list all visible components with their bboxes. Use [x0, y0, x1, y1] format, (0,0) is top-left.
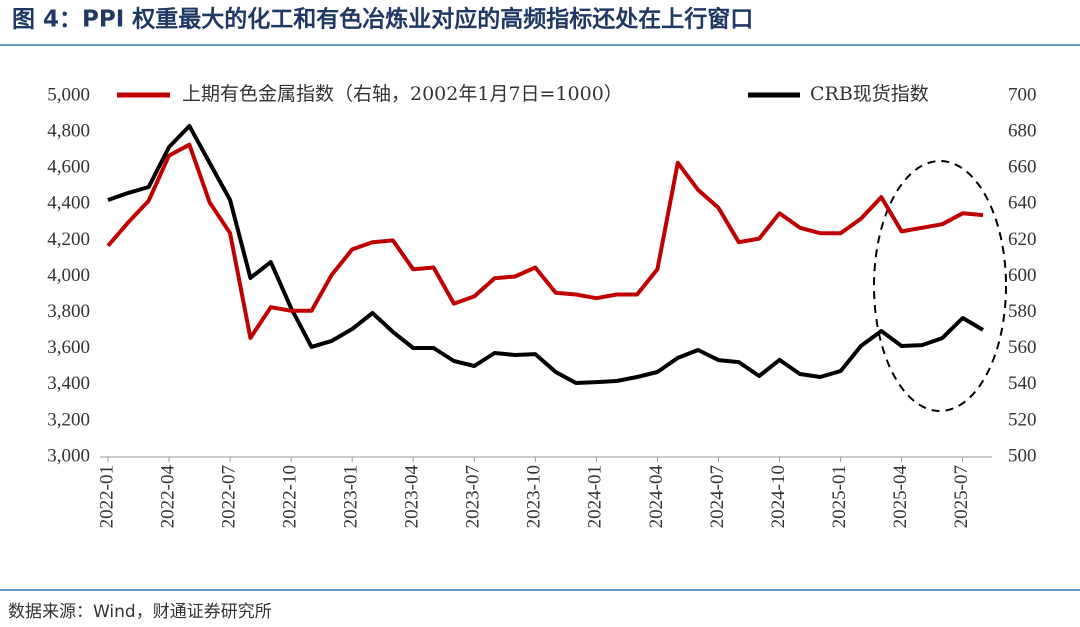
- y2-tick-label: 580: [1008, 301, 1037, 322]
- x-tick-label: 2023-07: [463, 465, 484, 528]
- y-tick-label: 3,000: [47, 445, 90, 466]
- legend-label: CRB现货指数: [810, 83, 929, 105]
- y-tick-label: 5,000: [47, 84, 90, 105]
- x-tick-label: 2024-07: [707, 465, 728, 528]
- x-tick-label: 2023-04: [402, 465, 423, 529]
- x-tick-label: 2022-01: [96, 465, 117, 528]
- y-tick-label: 3,200: [47, 409, 90, 430]
- y2-tick-label: 660: [1008, 157, 1037, 178]
- y2-tick-label: 520: [1008, 409, 1037, 430]
- y2-tick-label: 560: [1008, 337, 1037, 358]
- y2-tick-label: 680: [1008, 120, 1037, 141]
- x-tick-label: 2024-04: [646, 465, 667, 529]
- x-tick-label: 2023-01: [341, 465, 362, 528]
- x-tick-label: 2025-01: [829, 465, 850, 528]
- y-tick-label: 4,000: [47, 265, 90, 286]
- x-tick-label: 2022-07: [218, 465, 239, 528]
- x-tick-label: 2023-10: [524, 465, 545, 528]
- x-tick-label: 2025-04: [890, 465, 911, 529]
- y2-tick-label: 500: [1008, 445, 1037, 466]
- series-line: [106, 142, 984, 340]
- x-tick-label: 2022-04: [157, 465, 178, 529]
- x-tick-label: 2024-01: [585, 465, 606, 528]
- x-tick-label: 2022-10: [279, 465, 300, 528]
- y-tick-label: 3,400: [47, 373, 90, 394]
- y2-tick-label: 540: [1008, 373, 1037, 394]
- y-tick-label: 3,800: [47, 301, 90, 322]
- legend-label: 上期有色金属指数（右轴，2002年1月7日=1000）: [182, 83, 623, 105]
- y-tick-label: 4,800: [47, 120, 90, 141]
- x-tick-label: 2024-10: [768, 465, 789, 528]
- chart-title: 图 4：PPI 权重最大的化工和有色冶炼业对应的高频指标还处在上行窗口: [12, 6, 753, 33]
- source: 数据来源：Wind，财通证券研究所: [8, 602, 272, 622]
- y2-tick-label: 620: [1008, 229, 1037, 250]
- y2-tick-label: 600: [1008, 265, 1037, 286]
- y-tick-label: 4,400: [47, 193, 90, 214]
- highlight-ellipse: [873, 160, 1007, 412]
- series-line: [107, 124, 985, 385]
- y-tick-label: 4,600: [47, 157, 90, 178]
- x-tick-label: 2025-07: [951, 465, 972, 528]
- y-tick-label: 4,200: [47, 229, 90, 250]
- y-tick-label: 3,600: [47, 337, 90, 358]
- y2-tick-label: 700: [1008, 84, 1037, 105]
- y2-tick-label: 640: [1008, 193, 1037, 214]
